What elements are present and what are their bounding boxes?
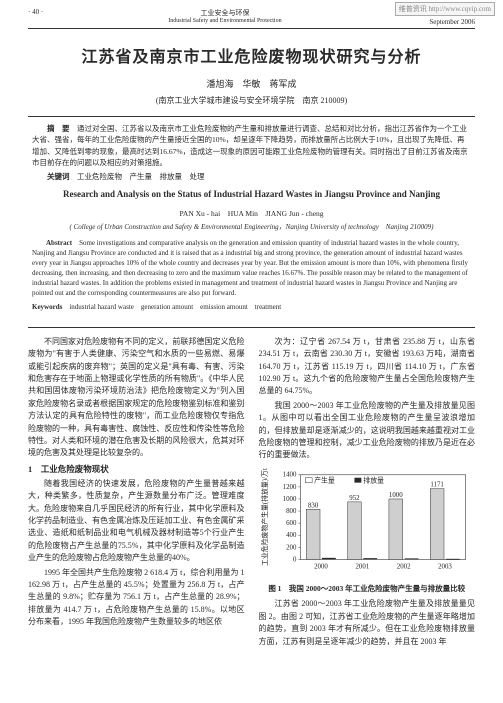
authors-en: PAN Xu - hai HUA Min JIANG Jun - cheng	[32, 208, 471, 219]
svg-text:2002: 2002	[396, 563, 410, 570]
svg-text:952: 952	[349, 495, 360, 502]
keywords-en: Keywords industrial hazard waste generat…	[32, 302, 471, 313]
abstract-text-en: Some investigations and comparative anal…	[32, 239, 468, 298]
body-columns: 不同国家对危险废物有不同的定义，前联邦德国定义危险废物为"有害于人类健康、污染空…	[28, 336, 475, 650]
svg-text:产生量: 产生量	[314, 475, 335, 484]
affiliation-cn: (南京工业大学城市建设与安全环境学院 南京 210009)	[28, 95, 475, 106]
keywords-cn: 关键词 工业危险废物 产生量 排放量 处理	[32, 171, 471, 182]
svg-text:800: 800	[286, 508, 297, 515]
chart-caption: 图 1 我国 2000～2003 年工业危险废物产生量与排放量比较	[259, 583, 476, 595]
svg-text:排放量: 排放量	[363, 475, 384, 484]
keywords-text-en: industrial hazard waste generation amoun…	[69, 303, 281, 311]
svg-text:2001: 2001	[355, 563, 369, 570]
column-right: 次为：辽宁省 267.54 万 t，甘肃省 235.88 万 t，山东省 234…	[259, 336, 476, 650]
svg-text:2003: 2003	[438, 563, 452, 570]
col2-p3: 江苏省 2000～2003 年工业危险废物产生量及排放量量见图 2。由图 2 可…	[259, 598, 476, 648]
svg-text:1000: 1000	[282, 496, 296, 503]
abstract-cn: 摘 要 通过对全国、江苏省以及南京市工业危险废物的产生量和排放量进行调查、总结和…	[32, 123, 471, 168]
svg-text:工业危险废物产生量(排放量)/万t: 工业危险废物产生量(排放量)/万t	[259, 468, 268, 566]
svg-text:600: 600	[286, 520, 297, 527]
issue-date: September 2006	[407, 18, 475, 26]
journal-name-cn: 工业安全与环保	[43, 8, 407, 18]
svg-text:1200: 1200	[282, 484, 296, 491]
keywords-text-cn: 工业危险废物 产生量 排放量 处理	[77, 172, 205, 181]
watermark: 维普资讯 http://www.cqvip.com	[395, 2, 495, 16]
col2-p1: 次为：辽宁省 267.54 万 t，甘肃省 235.88 万 t，山东省 234…	[259, 336, 476, 398]
abstract-label-cn: 摘 要	[47, 124, 70, 133]
keywords-label-cn: 关键词	[47, 172, 70, 181]
page: 维普资讯 http://www.cqvip.com · 40 · 工业安全与环保…	[0, 0, 503, 703]
abstract-block-cn: 摘 要 通过对全国、江苏省以及南京市工业危险废物的产生量和排放量进行调查、总结和…	[28, 116, 475, 328]
journal-name-en: Industrial Safety and Environmental Prot…	[43, 18, 407, 24]
bar-chart: 工业危险废物产生量(排放量)/万t 0 200 400 600 800 1000 1200 14…	[259, 466, 476, 581]
authors-cn: 潘旭海 华敏 蒋军成	[28, 77, 475, 90]
column-left: 不同国家对危险废物有不同的定义，前联邦德国定义危险废物为"有害于人类健康、污染空…	[28, 336, 245, 650]
svg-text:830: 830	[307, 502, 318, 509]
col1-p3: 1995 年全国共产生危险废物 2 618.4 万 t，综合利用量为 1 162…	[28, 567, 245, 629]
col1-p1: 不同国家对危险废物有不同的定义，前联邦德国定义危险废物为"有害于人类健康、污染空…	[28, 336, 245, 460]
svg-text:1000: 1000	[388, 492, 402, 499]
svg-text:0: 0	[292, 556, 296, 563]
abstract-label-en: Abstract	[46, 239, 72, 247]
keywords-label-en: Keywords	[32, 303, 62, 311]
svg-text:1400: 1400	[282, 472, 296, 479]
chart-svg: 工业危险废物产生量(排放量)/万t 0 200 400 600 800 1000 1200 14…	[259, 466, 476, 581]
col1-p2: 随着我国经济的快速发展，危险废物的产生量普越来越大，种类繁多，性质复杂，产生源数…	[28, 478, 245, 565]
abstract-text-cn: 通过对全国、江苏省以及南京市工业危险废物的产生量和排放量进行调查、总结和对比分析…	[32, 124, 468, 167]
svg-text:2000: 2000	[314, 563, 328, 570]
affiliation-en: ( College of Urban Construction and Safe…	[32, 222, 471, 233]
section-heading-1: 1 工业危险废物现状	[28, 463, 245, 476]
svg-text:1171: 1171	[430, 481, 444, 488]
svg-text:200: 200	[286, 544, 297, 551]
article-title-cn: 江苏省及南京市工业危险废物现状研究与分析	[28, 43, 475, 67]
col2-p2: 我国 2000～2003 年工业危险废物的产生量及排放量见图 1。从图中可以看出…	[259, 400, 476, 462]
journal-title-block: 工业安全与环保 Industrial Safety and Environmen…	[43, 8, 407, 26]
article-title-en: Research and Analysis on the Status of I…	[32, 188, 471, 202]
abstract-en: Abstract Some investigations and compara…	[32, 238, 471, 299]
svg-text:400: 400	[286, 532, 297, 539]
page-number: · 40 ·	[28, 8, 43, 26]
